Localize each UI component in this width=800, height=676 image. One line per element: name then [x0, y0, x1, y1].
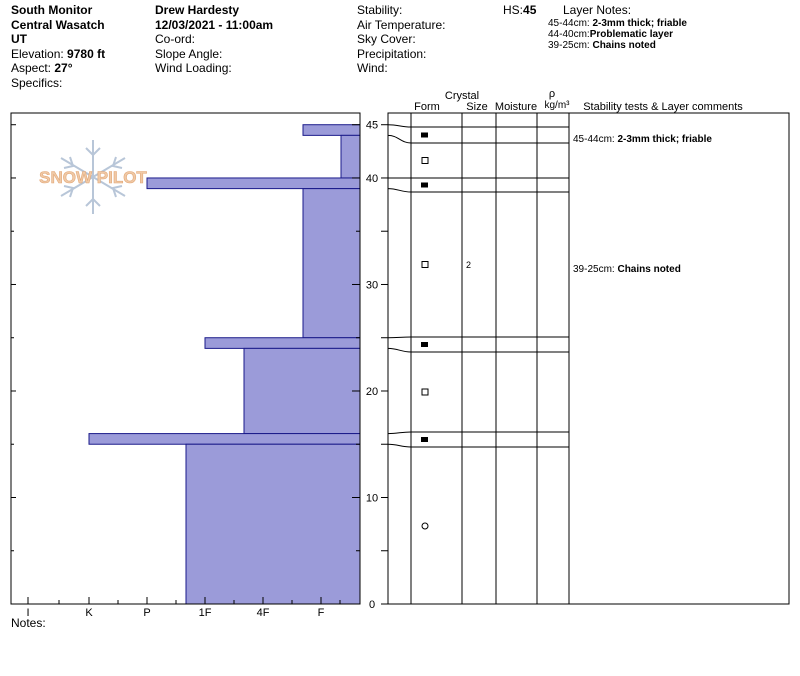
- hardness-tick-label: F: [318, 607, 325, 619]
- hardness-axis: I K P 1F 4F F: [26, 597, 341, 619]
- precipitation-label: Precipitation:: [357, 46, 427, 61]
- layer-rows: 2 45-44cm: 2-3mm thick; friable 39-25cm: C…: [387, 124, 712, 530]
- height-tick-label: 40: [366, 173, 378, 185]
- height-tick-label: 10: [366, 492, 378, 504]
- grain-form-icon: [421, 132, 428, 138]
- grain-form-icon: [421, 437, 428, 442]
- site-info: South Monitor Central Wasatch UT Elevati…: [11, 3, 105, 90]
- layer-comment: 45-44cm: 2-3mm thick; friable: [573, 134, 712, 145]
- size-header: Size: [466, 101, 487, 113]
- layer-notes-title: Layer Notes:: [563, 3, 632, 17]
- grain-form-icon: [421, 342, 428, 347]
- moisture-header: Moisture: [495, 101, 537, 113]
- elevation-label: Elevation:: [11, 46, 64, 61]
- snowpilot-watermark: SNOW PILOT: [39, 140, 148, 214]
- layer-connector: [387, 134, 412, 144]
- height-tick-label: 0: [369, 599, 375, 611]
- slope-angle-label: Slope Angle:: [155, 46, 223, 61]
- hardness-tick-label: 1F: [199, 607, 212, 619]
- wind-label: Wind:: [357, 61, 388, 75]
- hardness-tick-label: I: [26, 607, 29, 619]
- comments-header: Stability tests & Layer comments: [583, 101, 743, 113]
- elevation-value: 9780 ft: [67, 46, 106, 61]
- hardness-layer-bar: [185, 443, 361, 605]
- hardness-layer-bar: [243, 347, 361, 435]
- layer-connector: [387, 124, 412, 128]
- grain-form-icon: [421, 182, 428, 188]
- layer-connector: [387, 443, 412, 448]
- grain-form-icon: [421, 388, 429, 396]
- hs-readout: HS:45: [503, 3, 536, 18]
- layer-connector: [387, 336, 412, 339]
- layer-connector: [387, 188, 412, 193]
- wind-loading-label: Wind Loading:: [155, 61, 232, 75]
- grain-form-icon: [421, 157, 429, 164]
- density-unit-header: kg/m³: [545, 100, 571, 111]
- conditions-info: Stability: Air Temperature: Sky Cover: P…: [357, 3, 445, 76]
- hardness-layer-bar: [302, 188, 361, 339]
- hardness-tick-label: K: [85, 607, 93, 619]
- grain-form-icon: [421, 522, 429, 530]
- layer-connector: [387, 347, 412, 353]
- hardness-layer-bar: [340, 134, 361, 179]
- layer-notes-list: 45-44cm: 2-3mm thick; friable 44-40cm:Pr…: [548, 18, 687, 51]
- height-tick-label: 30: [366, 279, 378, 291]
- location-name: South Monitor: [11, 3, 93, 17]
- hardness-bars: [88, 124, 361, 605]
- observer-name: Drew Hardesty: [155, 3, 240, 17]
- sky-cover-label: Sky Cover:: [357, 32, 416, 46]
- height-tick-label: 45: [366, 120, 378, 132]
- layer-connector: [387, 431, 412, 435]
- stability-label: Stability:: [357, 3, 403, 17]
- specifics-label: Specifics:: [11, 75, 63, 90]
- hardness-layer-bar: [302, 124, 361, 136]
- height-tick-label: 20: [366, 386, 378, 398]
- hardness-layer-bar: [88, 433, 361, 445]
- form-header: Form: [414, 101, 440, 113]
- coord-label: Co-ord:: [155, 32, 196, 46]
- layer-note: 39-25cm: Chains noted: [548, 40, 656, 51]
- hs-value: 45: [523, 3, 537, 17]
- aspect-label: Aspect:: [11, 61, 52, 75]
- hardness-tick-label: P: [143, 607, 150, 619]
- hardness-tick-label: 4F: [257, 607, 270, 619]
- height-axis: 0 10 20 30 40 45: [11, 120, 388, 611]
- notes-label: Notes:: [11, 616, 46, 630]
- grain-form-icon: [421, 261, 429, 268]
- layer-note: 45-44cm: 2-3mm thick; friable: [548, 18, 687, 29]
- air-temperature-label: Air Temperature:: [357, 17, 446, 32]
- hardness-layer-bar: [204, 337, 361, 349]
- crystal-header: Crystal: [445, 90, 479, 102]
- observation-datetime: 12/03/2021 - 11:00am: [155, 17, 274, 32]
- hardness-layer-bar: [146, 177, 361, 190]
- density-symbol-header: ρ: [549, 88, 555, 100]
- mountain-range: Central Wasatch: [11, 17, 105, 32]
- hs-label: HS:: [503, 3, 524, 17]
- snowflake-icon: [60, 140, 126, 214]
- layer-comment: 39-25cm: Chains noted: [573, 264, 681, 275]
- hardness-plot-frame: [10, 112, 361, 605]
- grain-size-value: 2: [466, 260, 471, 270]
- aspect-value: 27°: [54, 61, 73, 75]
- layer-table-frame: [387, 112, 790, 605]
- observer-info: Drew Hardesty 12/03/2021 - 11:00am Co-or…: [155, 3, 273, 76]
- layer-note: 44-40cm:Problematic layer: [548, 29, 674, 40]
- watermark-text: SNOW PILOT: [39, 168, 147, 187]
- state: UT: [11, 32, 27, 46]
